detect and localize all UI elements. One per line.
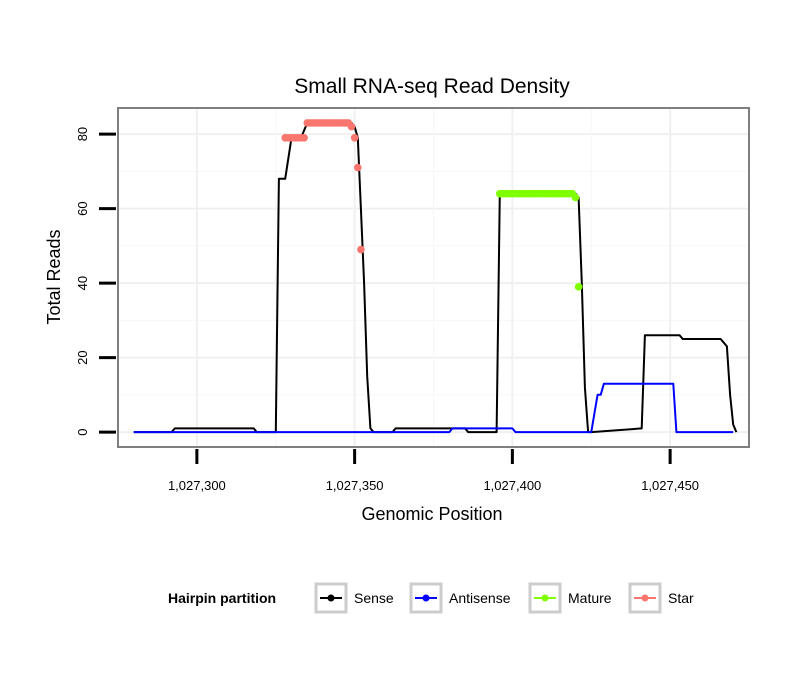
series-line-sense [133, 121, 738, 434]
legend-key-antisense: Antisense [409, 582, 511, 614]
x-tick-label: 1,027,300 [168, 478, 226, 493]
series-line-antisense [133, 382, 734, 434]
legend-items: Sense Antisense Mature Star [314, 582, 694, 614]
legend-key-mature: Mature [528, 582, 612, 614]
data-point-star [350, 134, 359, 142]
legend-key-star: Star [628, 582, 694, 614]
legend-label: Sense [354, 590, 394, 606]
data-point-star [347, 122, 356, 131]
chart-title: Small RNA-seq Read Density [294, 75, 570, 98]
legend-title: Hairpin partition [168, 590, 276, 606]
legend-key-sense: Sense [314, 582, 394, 614]
x-tick-label: 1,027,350 [326, 478, 384, 493]
y-tick-label: 0 [75, 428, 90, 435]
legend-swatch-point [327, 594, 335, 602]
legend-swatch-point [422, 594, 430, 602]
x-tick-label: 1,027,450 [641, 478, 699, 493]
y-tick-label: 60 [75, 201, 90, 215]
data-point-star [353, 163, 362, 172]
legend-label: Star [668, 590, 694, 606]
legend: Hairpin partition Sense Antisense Mature St… [168, 582, 694, 614]
legend-label: Mature [568, 590, 612, 606]
data-point-star [300, 134, 308, 142]
x-axis-label: Genomic Position [361, 504, 502, 524]
y-axis: 0 20 40 60 80 [75, 127, 116, 436]
y-tick-label: 40 [75, 276, 90, 290]
data-point-mature [574, 283, 583, 291]
legend-swatch-point [541, 594, 549, 602]
x-axis: 1,027,300 1,027,350 1,027,400 1,027,450 [168, 449, 699, 493]
data-point-mature [571, 193, 580, 202]
legend-label: Antisense [449, 590, 511, 606]
y-tick-label: 80 [75, 127, 90, 141]
y-axis-label: Total Reads [44, 229, 64, 324]
x-tick-label: 1,027,400 [483, 478, 541, 493]
legend-swatch-point [641, 594, 649, 602]
data-point-star [357, 245, 365, 254]
y-tick-label: 20 [75, 350, 90, 364]
series-layer [133, 119, 738, 434]
plot-border [117, 107, 750, 448]
